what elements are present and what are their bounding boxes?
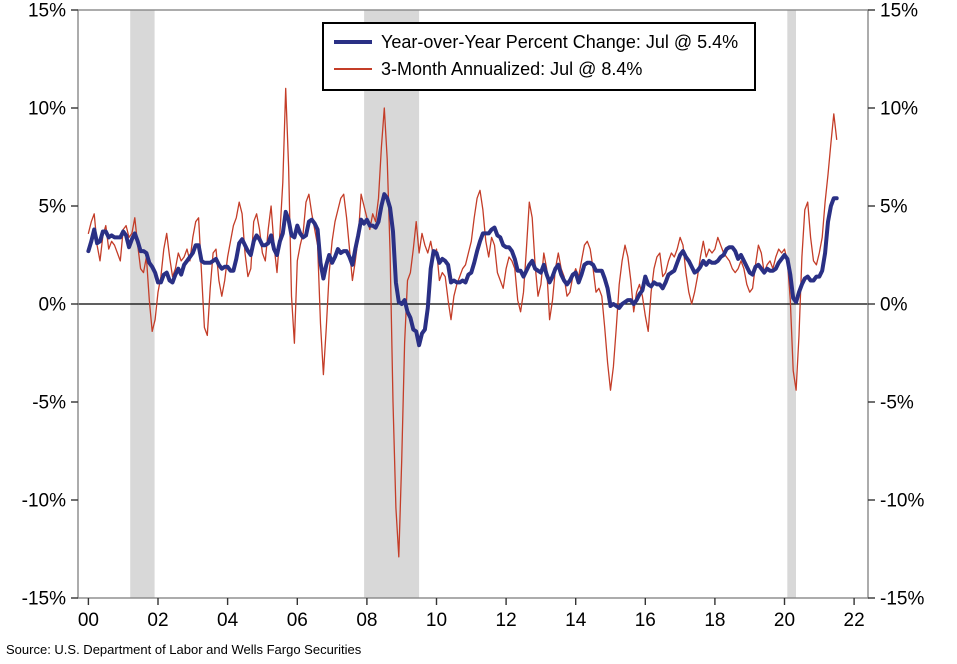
y-axis-label-right: 0% — [880, 295, 908, 316]
y-axis-label-right: 10% — [880, 99, 918, 120]
legend-label-yoy: Year-over-Year Percent Change: Jul @ 5.4… — [381, 32, 739, 52]
x-axis-label: 12 — [496, 610, 517, 631]
y-axis-label-left: -15% — [22, 589, 66, 610]
x-axis-label: 06 — [287, 610, 308, 631]
x-axis-label: 20 — [774, 610, 795, 631]
legend-line-sample-3mo-icon — [334, 68, 372, 70]
series-yoy — [86, 192, 839, 348]
y-axis-label-right: -10% — [880, 491, 924, 512]
y-axis-label-right: -15% — [880, 589, 924, 610]
x-axis-label: 04 — [217, 610, 239, 631]
legend-item-yoy: Year-over-Year Percent Change: Jul @ 5.4… — [334, 31, 738, 53]
legend-line-sample-yoy-icon — [334, 40, 372, 44]
legend-item-3mo: 3-Month Annualized: Jul @ 8.4% — [334, 58, 738, 80]
y-axis-label-right: 15% — [880, 1, 918, 22]
x-axis-label: 22 — [844, 610, 865, 631]
chart-legend: Year-over-Year Percent Change: Jul @ 5.4… — [322, 22, 757, 91]
series-threemo — [87, 87, 838, 558]
y-axis-label-left: -10% — [22, 491, 66, 512]
y-axis-label-left: -5% — [32, 393, 66, 414]
x-axis-label: 02 — [147, 610, 168, 631]
x-axis-label: 08 — [356, 610, 377, 631]
y-axis-label-left: 10% — [28, 99, 66, 120]
y-axis-label-left: 5% — [39, 197, 67, 218]
cpi-line-chart: 15% 15% 10% 10% 5% 5% 0% 0% -5% -5% -10% -10% -15% -1… — [22, 1, 925, 632]
chart-area: 15% 15% 10% 10% 5% 5% 0% 0% -5% -5% -10% -10% -15% -1… — [22, 1, 925, 632]
legend-label-3mo: 3-Month Annualized: Jul @ 8.4% — [381, 59, 643, 79]
x-axis-label: 10 — [426, 610, 447, 631]
x-axis-label: 00 — [78, 610, 99, 631]
y-axis-label-right: -5% — [880, 393, 914, 414]
x-axis-label: 14 — [565, 610, 587, 631]
x-axis-label: 16 — [635, 610, 656, 631]
source-note: Source: U.S. Department of Labor and Wel… — [6, 642, 362, 657]
y-axis-label-left: 15% — [28, 1, 66, 22]
y-axis-label-left: 0% — [39, 295, 67, 316]
x-axis-label: 18 — [704, 610, 725, 631]
y-axis-label-right: 5% — [880, 197, 908, 218]
